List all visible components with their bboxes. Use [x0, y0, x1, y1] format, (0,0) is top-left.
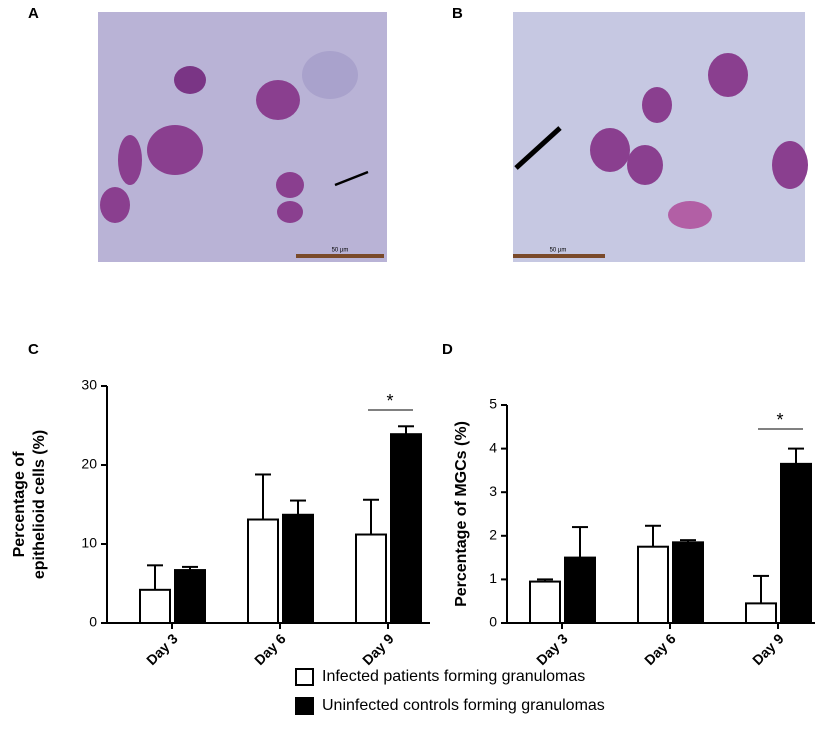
y-tick-label: 3	[489, 483, 497, 499]
micrograph: 50 µm	[98, 12, 387, 262]
y-tick-label: 2	[489, 527, 497, 543]
y-tick-label: 5	[489, 396, 497, 412]
bar	[564, 556, 596, 624]
y-tick-label: 4	[489, 439, 497, 455]
x-tick-label: Day 6	[251, 630, 289, 668]
x-tick-label: Day 6	[641, 630, 679, 668]
panel-label: D	[442, 341, 453, 358]
y-tick-label: 1	[489, 570, 497, 586]
bar	[282, 513, 314, 625]
legend-swatch	[295, 668, 314, 686]
bar	[139, 588, 171, 625]
y-axis-label-line: epithelioid cells (%)	[31, 430, 48, 579]
scale-bar-label: 50 µm	[550, 248, 567, 254]
significance-label: *	[776, 410, 783, 430]
y-axis-label-line: Percentage of	[11, 451, 28, 557]
bar	[355, 533, 387, 625]
y-tick-label: 0	[489, 614, 497, 630]
bar	[637, 545, 669, 625]
significance-label: *	[386, 391, 393, 411]
bar	[390, 433, 422, 624]
x-tick-label: Day 9	[749, 630, 787, 668]
panel-label: A	[28, 5, 39, 22]
bar	[672, 541, 704, 625]
scale-bar-label: 50 µm	[332, 248, 349, 254]
micrograph: 50 µm	[513, 12, 808, 262]
bar	[247, 518, 279, 625]
bar	[174, 569, 206, 625]
y-tick-label: 0	[89, 614, 97, 630]
y-axis-label-line: Percentage of MGCs (%)	[453, 421, 470, 607]
panel-label: C	[28, 341, 39, 358]
y-tick-label: 10	[81, 535, 97, 551]
y-tick-label: 30	[81, 377, 97, 393]
x-tick-label: Day 3	[143, 630, 181, 668]
bar	[780, 462, 812, 624]
x-tick-label: Day 3	[533, 630, 571, 668]
x-tick-label: Day 9	[359, 630, 397, 668]
y-axis-label: Percentage of MGCs (%)	[453, 421, 470, 607]
legend-label: Uninfected controls forming granulomas	[322, 697, 605, 714]
y-tick-label: 20	[81, 456, 97, 472]
panel-label: B	[452, 5, 463, 22]
legend-swatch	[295, 697, 314, 715]
legend-label: Infected patients forming granulomas	[322, 668, 585, 685]
y-axis-label: Percentage of epithelioid cells (%)	[11, 430, 48, 579]
bar	[529, 580, 561, 625]
bar	[745, 602, 777, 625]
